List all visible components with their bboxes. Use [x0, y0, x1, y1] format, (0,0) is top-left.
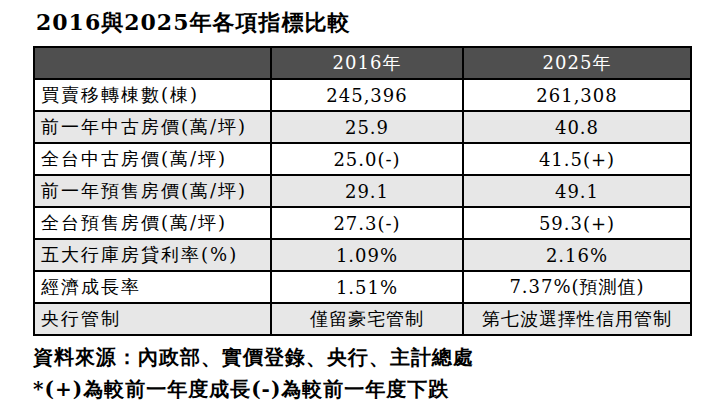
page: 2016與2025年各項指標比較 2016年 2025年 買賣移轉棟數(棟) 2…	[0, 0, 717, 403]
row-label: 前一年預售房價(萬/坪)	[34, 175, 271, 207]
cell-2025: 第七波選擇性信用管制	[463, 303, 691, 335]
table-row: 前一年預售房價(萬/坪) 29.1 49.1	[34, 175, 691, 207]
cell-2025: 49.1	[463, 175, 691, 207]
row-label: 央行管制	[34, 303, 271, 335]
cell-2025: 2.16%	[463, 239, 691, 271]
cell-2016: 27.3(-)	[271, 207, 463, 239]
cell-2025: 261,308	[463, 79, 691, 111]
row-label: 經濟成長率	[34, 271, 271, 303]
row-label: 買賣移轉棟數(棟)	[34, 79, 271, 111]
cell-2025: 40.8	[463, 111, 691, 143]
cell-2016: 25.9	[271, 111, 463, 143]
table-row: 經濟成長率 1.51% 7.37%(預測值)	[34, 271, 691, 303]
cell-2025: 59.3(+)	[463, 207, 691, 239]
cell-2016: 1.51%	[271, 271, 463, 303]
row-label: 全台中古房價(萬/坪)	[34, 143, 271, 175]
table-row: 全台中古房價(萬/坪) 25.0(-) 41.5(+)	[34, 143, 691, 175]
table-body: 買賣移轉棟數(棟) 245,396 261,308 前一年中古房價(萬/坪) 2…	[34, 79, 691, 335]
table-row: 買賣移轉棟數(棟) 245,396 261,308	[34, 79, 691, 111]
row-label: 前一年中古房價(萬/坪)	[34, 111, 271, 143]
cell-2016: 1.09%	[271, 239, 463, 271]
cell-2016: 僅留豪宅管制	[271, 303, 463, 335]
cell-2025: 7.37%(預測值)	[463, 271, 691, 303]
comparison-table: 2016年 2025年 買賣移轉棟數(棟) 245,396 261,308 前一…	[33, 46, 692, 336]
cell-2016: 25.0(-)	[271, 143, 463, 175]
table-row: 前一年中古房價(萬/坪) 25.9 40.8	[34, 111, 691, 143]
source-note: 資料來源：內政部、實價登錄、央行、主計總處	[33, 344, 717, 371]
cell-2016: 29.1	[271, 175, 463, 207]
table-header-row: 2016年 2025年	[34, 47, 691, 79]
header-col-2025: 2025年	[463, 47, 691, 79]
cell-2025: 41.5(+)	[463, 143, 691, 175]
header-empty-cell	[34, 47, 271, 79]
legend-note: *(+)為較前一年度成長(-)為較前一年度下跌	[33, 376, 717, 403]
table-row: 全台預售房價(萬/坪) 27.3(-) 59.3(+)	[34, 207, 691, 239]
header-col-2016: 2016年	[271, 47, 463, 79]
row-label: 五大行庫房貸利率(%)	[34, 239, 271, 271]
page-title: 2016與2025年各項指標比較	[36, 8, 717, 38]
row-label: 全台預售房價(萬/坪)	[34, 207, 271, 239]
cell-2016: 245,396	[271, 79, 463, 111]
table-row: 五大行庫房貸利率(%) 1.09% 2.16%	[34, 239, 691, 271]
table-row: 央行管制 僅留豪宅管制 第七波選擇性信用管制	[34, 303, 691, 335]
